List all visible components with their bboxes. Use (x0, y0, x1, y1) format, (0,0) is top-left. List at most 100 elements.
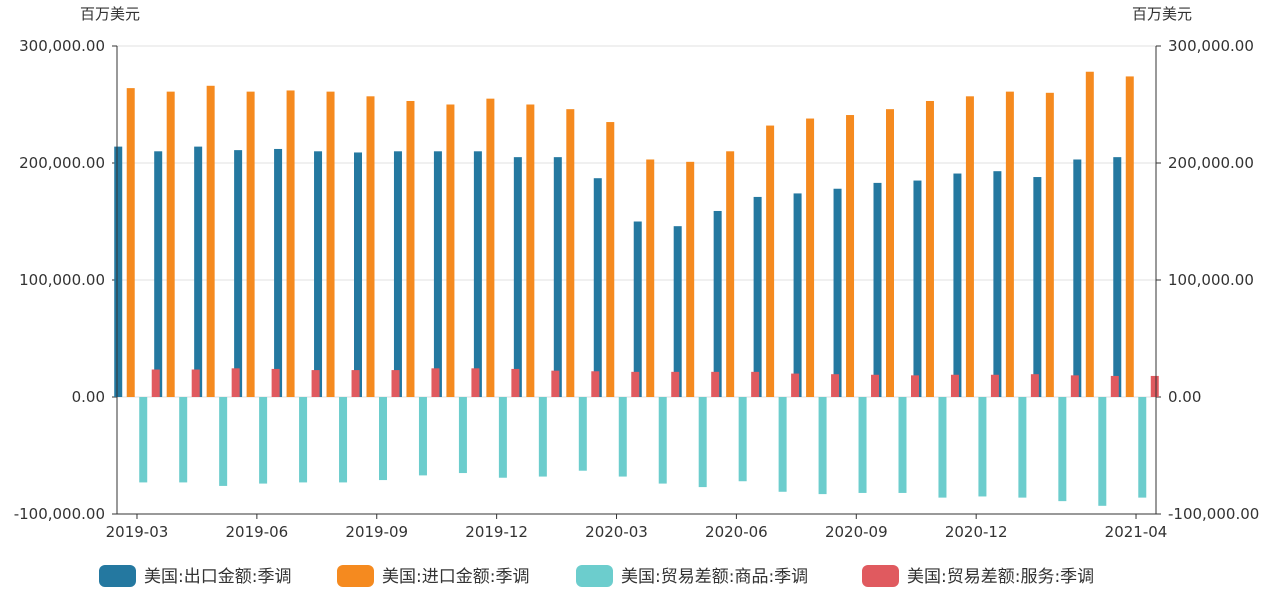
bar-series-3[interactable] (858, 397, 867, 493)
bar-series-1[interactable] (354, 152, 362, 397)
bar-series-2[interactable] (246, 91, 255, 397)
bar-series-4[interactable] (911, 375, 919, 397)
bar-series-2[interactable] (965, 96, 974, 397)
bar-series-4[interactable] (1030, 374, 1039, 397)
bar-series-4[interactable] (751, 371, 760, 397)
bar-series-3[interactable] (578, 397, 587, 471)
bar-series-1[interactable] (593, 178, 602, 397)
bar-series-3[interactable] (898, 397, 907, 493)
bar-series-2[interactable] (1045, 92, 1054, 398)
bar-series-2[interactable] (326, 91, 335, 397)
bar-series-2[interactable] (1125, 76, 1134, 398)
bar-series-2[interactable] (486, 98, 495, 398)
bar-series-2[interactable] (806, 118, 815, 397)
bar-series-4[interactable] (950, 374, 959, 397)
bar-series-2[interactable] (126, 88, 135, 398)
bar-series-3[interactable] (179, 397, 188, 483)
bar-series-3[interactable] (219, 397, 228, 486)
bar-series-2[interactable] (925, 100, 934, 398)
bar-series-4[interactable] (1070, 375, 1079, 397)
bar-series-1[interactable] (793, 193, 802, 397)
bar-series-4[interactable] (1110, 375, 1119, 397)
bar-series-4[interactable] (511, 368, 520, 397)
bar-series-4[interactable] (311, 370, 320, 397)
bar-series-3[interactable] (1058, 397, 1067, 502)
bar-series-3[interactable] (538, 397, 547, 477)
bar-series-4[interactable] (191, 369, 200, 397)
bar-series-1[interactable] (513, 157, 522, 397)
bar-series-1[interactable] (1033, 177, 1042, 397)
bar-series-4[interactable] (431, 368, 440, 397)
bar-series-4[interactable] (591, 371, 600, 397)
bar-series-2[interactable] (1005, 91, 1014, 397)
bar-series-4[interactable] (231, 368, 240, 397)
bar-series-3[interactable] (618, 397, 627, 477)
bar-series-3[interactable] (978, 397, 987, 497)
legend-item-4[interactable]: 美国:贸易差额:服务:季调 (862, 565, 1094, 587)
bar-series-3[interactable] (698, 397, 707, 488)
bar-series-2[interactable] (526, 104, 535, 398)
bar-series-1[interactable] (473, 151, 482, 397)
bar-series-2[interactable] (446, 104, 455, 398)
bar-series-1[interactable] (913, 180, 922, 397)
legend-item-3[interactable]: 美国:贸易差额:商品:季调 (576, 565, 808, 587)
bar-series-2[interactable] (286, 90, 295, 398)
bar-series-4[interactable] (471, 368, 480, 397)
bar-series-3[interactable] (299, 397, 308, 483)
bar-series-1[interactable] (553, 157, 562, 397)
bar-series-3[interactable] (139, 397, 148, 483)
bar-series-3[interactable] (339, 397, 348, 483)
bar-series-2[interactable] (646, 159, 655, 397)
bar-series-2[interactable] (366, 96, 375, 397)
bar-series-4[interactable] (791, 373, 800, 397)
bar-series-3[interactable] (1098, 397, 1107, 506)
bar-series-4[interactable] (711, 371, 720, 397)
bar-series-1[interactable] (234, 150, 243, 397)
legend-item-1[interactable]: 美国:出口金额:季调 (99, 565, 291, 587)
bar-series-4[interactable] (631, 371, 640, 397)
legend-item-2[interactable]: 美国:进口金额:季调 (337, 565, 529, 587)
bar-series-3[interactable] (1138, 397, 1147, 498)
bar-series-2[interactable] (606, 122, 615, 398)
bar-series-3[interactable] (1018, 397, 1027, 498)
bar-series-3[interactable] (418, 397, 427, 476)
bar-series-2[interactable] (726, 151, 735, 397)
bar-series-3[interactable] (938, 397, 947, 498)
bar-series-1[interactable] (433, 151, 442, 397)
bar-series-4[interactable] (871, 374, 880, 397)
bar-series-4[interactable] (671, 371, 680, 397)
bar-series-3[interactable] (738, 397, 747, 482)
bar-series-1[interactable] (753, 196, 762, 397)
bar-series-1[interactable] (393, 151, 402, 397)
bar-series-2[interactable] (566, 109, 575, 398)
bar-series-3[interactable] (818, 397, 827, 495)
bar-series-4[interactable] (151, 369, 160, 397)
bar-series-4[interactable] (1150, 375, 1159, 397)
bar-series-4[interactable] (551, 370, 560, 397)
bar-series-4[interactable] (990, 374, 999, 397)
bar-series-3[interactable] (458, 397, 467, 474)
bar-series-1[interactable] (713, 210, 722, 397)
bar-series-1[interactable] (1073, 159, 1082, 397)
bar-series-2[interactable] (206, 85, 215, 397)
bar-series-2[interactable] (686, 161, 695, 397)
bar-series-1[interactable] (833, 188, 842, 397)
bar-series-1[interactable] (633, 221, 642, 398)
bar-series-4[interactable] (351, 370, 360, 397)
bar-series-3[interactable] (259, 397, 268, 484)
legend[interactable]: 美国:出口金额:季调 美国:进口金额:季调 美国:贸易差额:商品:季调 美国:贸易差额… (99, 565, 1094, 587)
bar-series-4[interactable] (271, 368, 280, 397)
bar-series-3[interactable] (379, 397, 387, 481)
bar-series-1[interactable] (873, 182, 882, 397)
bar-series-2[interactable] (1085, 71, 1094, 398)
bar-series-2[interactable] (406, 100, 415, 398)
bar-series-3[interactable] (658, 397, 667, 484)
bar-series-2[interactable] (886, 109, 894, 398)
bar-series-4[interactable] (391, 370, 400, 397)
bar-series-1[interactable] (1113, 157, 1122, 397)
bar-series-1[interactable] (953, 173, 962, 397)
bar-series-3[interactable] (498, 397, 507, 478)
bar-series-1[interactable] (314, 151, 323, 397)
bar-series-1[interactable] (194, 146, 203, 397)
bar-series-4[interactable] (831, 374, 840, 397)
